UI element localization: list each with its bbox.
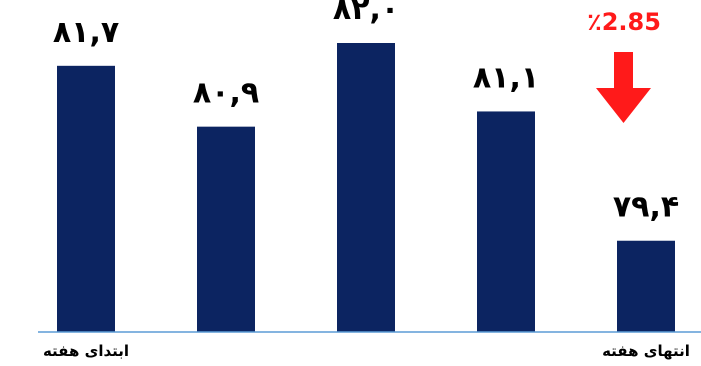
value-labels-group: ۸۱,۷ ۸۰,۹ ۸۲,۰ ۸۱,۱ ۷۹,۴ (53, 0, 679, 225)
bar-4 (477, 111, 535, 333)
bars-group (57, 43, 675, 333)
value-label-5: ۷۹,۴ (613, 190, 679, 225)
category-label-1: ابتدای هفته (43, 342, 129, 360)
value-label-4: ۸۱,۱ (473, 60, 539, 95)
category-labels-group: ابتدای هفته انتهای هفته (43, 342, 690, 360)
value-label-3: ۸۲,۰ (333, 0, 399, 27)
value-label-2: ۸۰,۹ (193, 76, 259, 111)
category-label-5: انتهای هفته (602, 342, 690, 360)
bar-2 (197, 126, 255, 332)
value-label-1: ۸۱,۷ (53, 15, 119, 50)
down-arrow-icon (596, 52, 651, 123)
bar-3 (337, 43, 395, 332)
bar-1 (57, 65, 115, 332)
bar-5 (617, 240, 675, 332)
percent-change-label: ٪2.85 (587, 8, 661, 36)
